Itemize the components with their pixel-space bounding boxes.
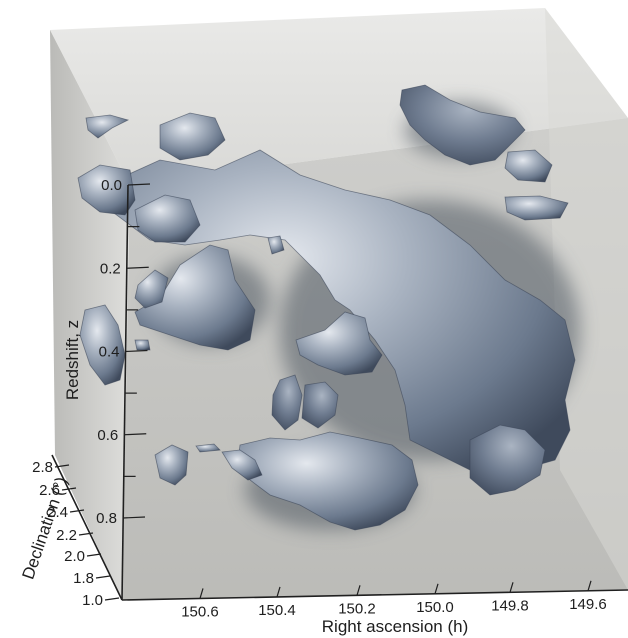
structure-top-left bbox=[159, 112, 226, 161]
redshift-tick bbox=[127, 183, 151, 186]
right-ascension-axis-title: Right ascension (h) bbox=[322, 617, 468, 636]
redshift-tick bbox=[125, 349, 148, 353]
structure-left-mid bbox=[134, 194, 201, 243]
declination-tick-label: 2.0 bbox=[64, 548, 85, 565]
redshift-ticks: 0.0 0.2 0.4 0.6 0.8 bbox=[96, 177, 151, 527]
redshift-axis-line bbox=[121, 184, 129, 601]
structure-tiny-bottom bbox=[195, 443, 221, 453]
box-right-face bbox=[545, 8, 628, 590]
structure-bottom-center bbox=[237, 431, 419, 531]
declination-tick-label: 2.8 bbox=[32, 459, 53, 476]
right-ascension-tick bbox=[356, 585, 361, 596]
structure-right-small bbox=[504, 149, 553, 183]
right-ascension-ticks: 150.6 150.4 150.2 150.0 149.8 149.6 bbox=[181, 580, 607, 620]
structure-bottom-small bbox=[221, 449, 263, 481]
redshift-tick bbox=[124, 433, 147, 436]
isosurface-structures bbox=[77, 84, 576, 531]
declination-tick bbox=[104, 597, 120, 601]
redshift-tick-label: 0.8 bbox=[96, 510, 117, 527]
structure-tiny-top bbox=[85, 114, 130, 139]
declination-ticks: 2.8 2.6 2.4 2.2 2.0 1.8 1.0 bbox=[32, 459, 120, 609]
redshift-tick-label: 0.6 bbox=[97, 427, 118, 444]
declination-tick bbox=[95, 575, 111, 579]
right-ascension-tick-label: 150.4 bbox=[258, 602, 296, 619]
right-ascension-tick-label: 150.2 bbox=[338, 600, 376, 617]
right-ascension-tick bbox=[587, 580, 592, 591]
structure-center-pair-b bbox=[301, 381, 339, 429]
redshift-tick-label: 0.4 bbox=[99, 344, 120, 361]
redshift-tick bbox=[122, 516, 146, 519]
redshift-tick-label: 0.2 bbox=[100, 260, 121, 277]
structure-tiny-left2 bbox=[134, 339, 151, 351]
redshift-axis-title: Redshift, z bbox=[63, 320, 82, 400]
declination-tick-label: 1.8 bbox=[73, 570, 94, 587]
right-ascension-axis-line bbox=[121, 589, 628, 601]
structure-bottom-left bbox=[154, 444, 189, 486]
structure-right-lower bbox=[469, 424, 546, 496]
structure-center bbox=[295, 311, 383, 376]
declination-tick-label: 2.2 bbox=[56, 527, 77, 544]
right-ascension-tick bbox=[199, 588, 204, 599]
structure-center-pair-a bbox=[271, 374, 303, 431]
declination-tick bbox=[86, 553, 102, 557]
right-ascension-tick-label: 149.8 bbox=[491, 597, 529, 614]
declination-tick-label: 1.0 bbox=[82, 592, 103, 609]
structure-right-bar bbox=[504, 195, 569, 221]
structure-small-left bbox=[134, 269, 169, 309]
declination-axis-line bbox=[51, 454, 123, 601]
right-ascension-tick bbox=[509, 582, 514, 593]
right-ascension-tick-label: 150.6 bbox=[181, 603, 219, 620]
redshift-tick bbox=[126, 266, 149, 269]
structure-left-edge bbox=[77, 164, 136, 216]
declination-tick bbox=[69, 509, 85, 513]
structure-top-right bbox=[399, 84, 526, 166]
redshift-tick-label: 0.0 bbox=[101, 177, 122, 194]
declination-tick bbox=[78, 532, 94, 536]
structure-center-left bbox=[134, 244, 256, 351]
structure-far-left bbox=[79, 304, 126, 386]
declination-tick-label: 2.6 bbox=[39, 482, 60, 499]
declination-tick-label: 2.4 bbox=[47, 504, 68, 521]
right-ascension-tick bbox=[276, 586, 281, 598]
declination-tick bbox=[61, 487, 77, 491]
structure-tiny-mid bbox=[267, 235, 285, 255]
right-ascension-tick-label: 149.6 bbox=[569, 596, 607, 613]
right-ascension-tick-label: 150.0 bbox=[416, 599, 454, 616]
declination-tick bbox=[54, 464, 70, 468]
right-ascension-tick bbox=[434, 583, 439, 594]
